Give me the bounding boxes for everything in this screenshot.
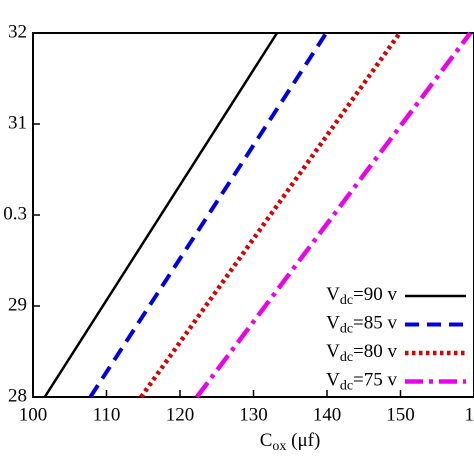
series-line [43,32,279,398]
plot-frame [32,32,474,398]
legend-label: Vdc=80 v [326,341,397,365]
legend-label: Vdc=90 v [326,284,397,308]
y-tick-label: 0.3 [3,203,27,224]
legend-label: Vdc=85 v [326,313,397,337]
x-tick-label: 130 [239,404,268,425]
legend-label: Vdc=75 v [326,370,397,394]
x-tick-label: 100 [19,404,48,425]
x-tick-label: 110 [93,404,121,425]
y-tick-label: 32 [8,21,27,42]
series-line [195,31,473,399]
y-tick-label: 31 [8,112,27,133]
x-tick-label: 120 [166,404,195,425]
series-line [139,31,402,399]
y-tick-label: 29 [8,294,27,315]
series-line [88,31,328,399]
y-tick-label: 28 [8,385,27,406]
x-tick-label: 150 [386,404,415,425]
x-axis-label: Cox (μf) [260,430,321,454]
x-tick-label: 16 [465,404,474,425]
x-tick-label: 140 [313,404,342,425]
